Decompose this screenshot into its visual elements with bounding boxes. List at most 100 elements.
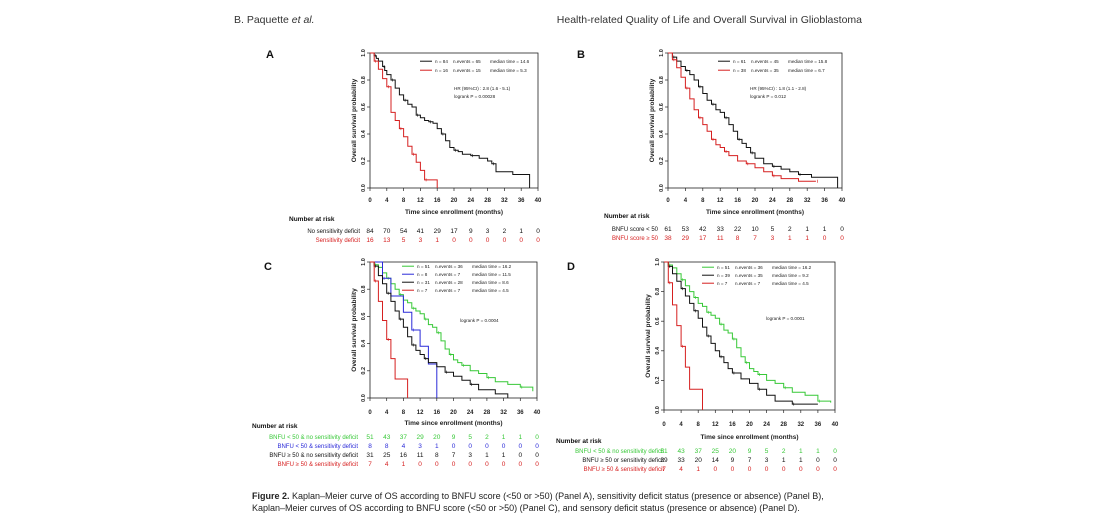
panel-c-risk-value: 0 xyxy=(452,461,456,468)
panel-d-y-tick-label: 0.4 xyxy=(655,346,661,355)
panel-c-series-3-curve xyxy=(370,261,509,398)
panel-d-risk-value: 43 xyxy=(677,448,685,455)
panel-d-risk-value: 0 xyxy=(713,466,717,473)
panel-c-legend-n: n = 31 xyxy=(417,280,430,285)
panel-d-legend-n: n = 39 xyxy=(717,273,730,278)
panel-c-x-tick-label: 0 xyxy=(368,410,372,416)
panel-d-risk-value: 1 xyxy=(782,457,786,464)
panel-c-risk-value: 0 xyxy=(535,461,539,468)
panel-b-x-tick-label: 36 xyxy=(821,198,828,204)
panel-a-risk-row-label: Sensitivity deficit xyxy=(316,238,361,244)
panel-c-y-tick-label: 1.0 xyxy=(361,258,367,266)
panel-b-x-tick-label: 32 xyxy=(804,198,811,204)
panel-c-x-tick-label: 36 xyxy=(517,410,524,416)
panel-a-risk-row-label: No sensitivity deficit xyxy=(307,229,360,235)
panel-b-risk-value: 42 xyxy=(699,226,707,233)
panel-c-risk-value: 0 xyxy=(518,452,522,459)
panel-c-risk-value: 3 xyxy=(468,452,472,459)
panel-b-risk-value: 2 xyxy=(788,226,792,233)
panel-a-x-tick-label: 32 xyxy=(501,198,508,204)
panel-c-risk-value: 20 xyxy=(433,434,441,441)
panel-c-risk-value: 1 xyxy=(502,434,506,441)
panel-a-legend-median: median time = 14.6 xyxy=(490,59,530,64)
panel-b-x-tick-label: 24 xyxy=(769,198,776,204)
panel-a-x-tick-label: 36 xyxy=(518,198,525,204)
panel-b-risk-value: 7 xyxy=(753,235,757,242)
panel-d-x-tick-label: 12 xyxy=(712,422,719,428)
panel-b-risk-value: 17 xyxy=(699,235,707,242)
panel-a-risk-value: 0 xyxy=(452,237,456,244)
panel-c-legend-n: n = 7 xyxy=(417,288,428,293)
panel-c-legend-n: n = 8 xyxy=(417,272,428,277)
panel-c-risk-value: 2 xyxy=(485,434,489,441)
panel-b-legend-events: n.events = 35 xyxy=(751,68,779,73)
panel-c-risk-value: 1 xyxy=(485,452,489,459)
running-header-title: Health-related Quality of Life and Overa… xyxy=(556,14,862,26)
panel-c-x-tick-label: 20 xyxy=(450,410,457,416)
panel-a-x-axis-label: Time since enrollment (months) xyxy=(405,209,503,216)
panel-a-risk-value: 29 xyxy=(434,228,442,235)
panel-d-risk-value: 2 xyxy=(782,448,786,455)
panel-b-legend-events: n.events = 45 xyxy=(751,59,779,64)
panel-d-risk-value: 25 xyxy=(712,448,720,455)
panel-a-risk-value: 84 xyxy=(366,228,374,235)
panel-a-x-tick-label: 12 xyxy=(417,198,424,204)
panel-c-risk-title: Number at risk xyxy=(252,423,298,430)
panel-d-y-tick-label: 0.6 xyxy=(655,317,661,325)
panel-c-risk-value: 1 xyxy=(502,452,506,459)
panel-a-risk-value: 0 xyxy=(469,237,473,244)
panel-d-risk-value: 9 xyxy=(748,448,752,455)
panel-a-risk-value: 3 xyxy=(486,228,490,235)
panel-b-letter: B xyxy=(577,49,585,61)
panel-c-legend-median: median time = 11.5 xyxy=(472,272,511,277)
panel-c-risk-value: 7 xyxy=(452,452,456,459)
panel-d-risk-value: 20 xyxy=(695,457,703,464)
panel-c-letter: C xyxy=(264,261,272,273)
panel-c-risk-value: 8 xyxy=(368,443,372,450)
panel-b-risk-value: 10 xyxy=(751,226,759,233)
panel-c-y-tick-label: 0.0 xyxy=(361,394,367,402)
panel-b-risk-value: 1 xyxy=(805,226,809,233)
panel-b-risk-value: 53 xyxy=(682,226,690,233)
panel-a-risk-value: 16 xyxy=(366,237,374,244)
panel-a-risk-value: 2 xyxy=(503,228,507,235)
panel-c-risk-value: 43 xyxy=(383,434,391,441)
panel-a-risk-value: 0 xyxy=(536,228,540,235)
panel-c-risk-row-label: BNFU < 50 & no sensitivity deficit xyxy=(269,435,358,441)
panel-d-y-tick-label: 0.8 xyxy=(655,288,661,296)
panel-c-x-tick-label: 32 xyxy=(500,410,507,416)
panel-b-risk-value: 33 xyxy=(717,226,725,233)
panel-c-risk-value: 25 xyxy=(383,452,391,459)
panel-b-y-tick-label: 0.8 xyxy=(659,76,665,84)
panel-d-risk-value: 0 xyxy=(833,466,837,473)
panel-a-risk-value: 9 xyxy=(469,228,473,235)
panel-d-risk-value: 0 xyxy=(799,466,803,473)
panel-d-legend-events: n.events = 36 xyxy=(735,265,763,270)
panel-c-risk-value: 0 xyxy=(502,443,506,450)
panel-b-risk-value: 0 xyxy=(840,235,844,242)
panel-d-risk-title: Number at risk xyxy=(556,438,602,445)
panel-c-x-tick-label: 24 xyxy=(467,410,474,416)
panel-d-risk-row-label: BNFU ≥ 50 or sensitivity deficit xyxy=(582,458,664,464)
panel-b-legend-n: n = 61 xyxy=(733,59,746,64)
panel-d-y-tick-label: 0.0 xyxy=(655,406,661,414)
panel-b-legend-median: median time = 15.8 xyxy=(788,59,828,64)
panel-d-risk-row-label: BNFU ≥ 50 & sensitivity deficit xyxy=(584,467,665,473)
panel-b-risk-value: 38 xyxy=(664,235,672,242)
panel-a-risk-value: 41 xyxy=(417,228,425,235)
panel-a-risk-value: 17 xyxy=(450,228,458,235)
panel-c-risk-row-label: BNFU ≥ 50 & sensitivity deficit xyxy=(278,462,359,468)
panel-d-x-tick-label: 20 xyxy=(746,422,753,428)
panel-c-risk-value: 1 xyxy=(402,461,406,468)
panel-b-x-tick-label: 40 xyxy=(839,198,846,204)
panel-c-risk-value: 0 xyxy=(468,461,472,468)
panel-a-risk-value: 5 xyxy=(402,237,406,244)
panel-b-series-2-curve xyxy=(668,52,816,182)
panel-c-y-tick-label: 0.4 xyxy=(361,339,367,348)
panel-d-risk-value: 51 xyxy=(660,448,668,455)
panel-a-risk-title: Number at risk xyxy=(289,216,335,223)
panel-b-y-tick-label: 1.0 xyxy=(659,49,665,57)
panel-d-x-tick-label: 28 xyxy=(780,422,787,428)
panel-b-risk-value: 1 xyxy=(788,235,792,242)
